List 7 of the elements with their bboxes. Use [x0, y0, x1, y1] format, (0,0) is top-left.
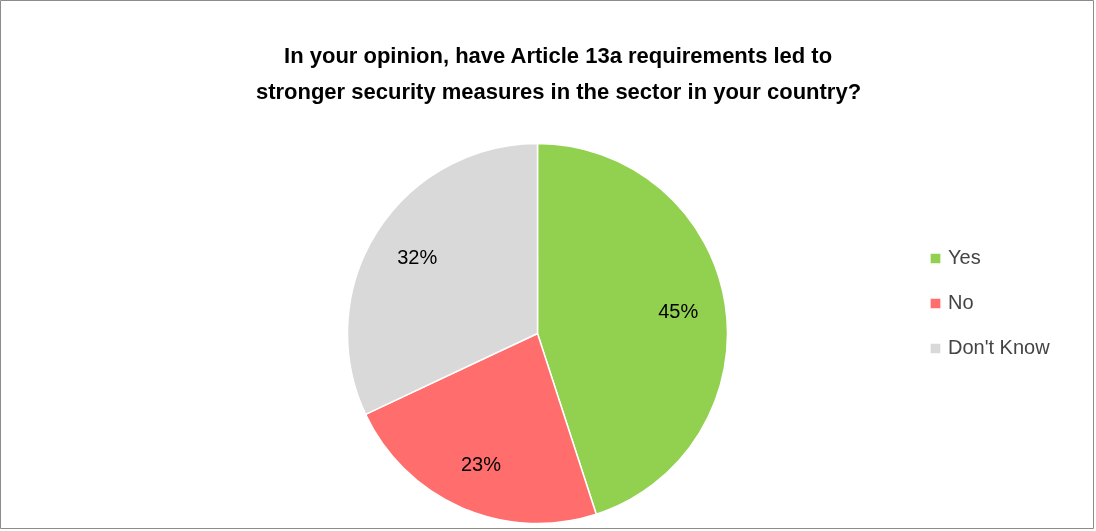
legend-label: No — [948, 291, 974, 314]
legend-label: Yes — [948, 246, 981, 269]
chart-title: In your opinion, have Article 13a requirements led to stronger security measures in the sector in your country? — [255, 43, 862, 104]
legend-label: Don't Know — [948, 336, 1050, 359]
data-label: 32% — [397, 246, 438, 269]
data-label: 23% — [460, 453, 502, 476]
data-label: 45% — [658, 300, 699, 323]
